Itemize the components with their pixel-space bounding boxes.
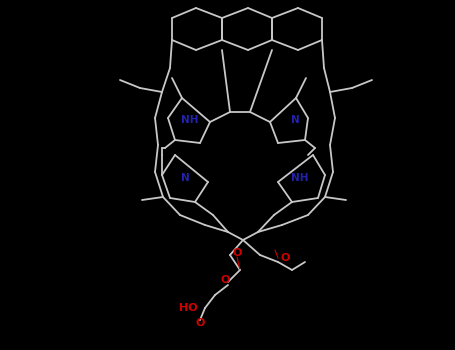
Text: NH: NH: [181, 115, 199, 125]
Text: O: O: [220, 275, 230, 285]
Text: O: O: [195, 318, 205, 328]
Text: O: O: [233, 248, 242, 258]
Text: N: N: [181, 173, 189, 183]
Text: N: N: [291, 115, 299, 125]
Text: NH: NH: [291, 173, 309, 183]
Text: HO: HO: [179, 303, 197, 313]
Text: O: O: [280, 253, 290, 263]
